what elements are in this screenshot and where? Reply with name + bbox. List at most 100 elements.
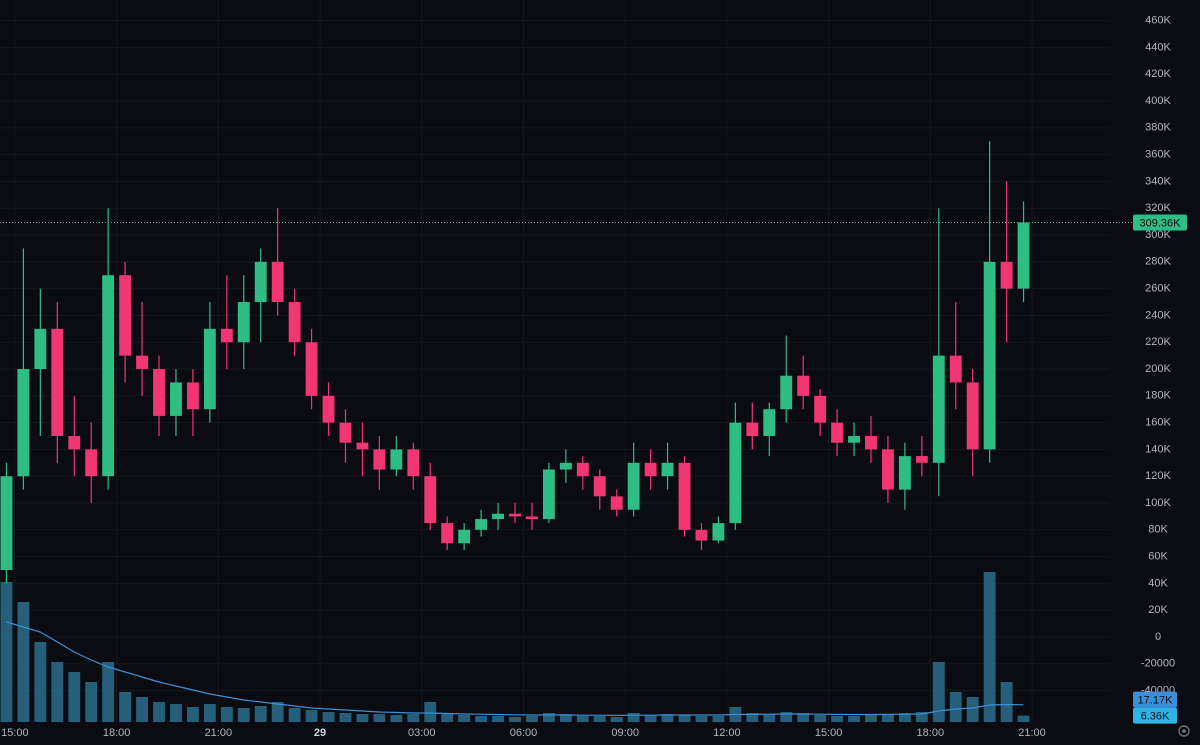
volume-bar (898, 713, 911, 722)
candle-body (610, 496, 623, 510)
y-tick-label: 80K (1148, 524, 1168, 536)
volume-bar (170, 704, 182, 722)
candle-body (322, 395, 335, 423)
x-tick-label: 06:00 (510, 727, 538, 739)
settings-icon[interactable] (1178, 725, 1190, 737)
candle-body (966, 382, 979, 450)
candle-body (0, 476, 13, 571)
volume-bar (305, 710, 318, 722)
candle-body (915, 456, 928, 463)
volume-bar (797, 713, 810, 722)
candle-body (983, 261, 996, 450)
y-tick-label: 140K (1145, 443, 1171, 455)
volume-bar (119, 692, 132, 722)
x-tick-label: 03:00 (408, 727, 436, 739)
volume-bar (627, 713, 640, 722)
candle-body (780, 375, 793, 410)
candle-body (898, 456, 911, 490)
volume-bar (1000, 682, 1013, 722)
candle-body (763, 409, 776, 437)
last-price-label: 309.36K (1140, 217, 1182, 229)
y-tick-label: 300K (1145, 229, 1171, 241)
candle-body (119, 275, 132, 356)
candle-body (932, 355, 945, 463)
y-tick-label: 60K (1148, 551, 1168, 563)
y-tick-label: 340K (1145, 175, 1171, 187)
candles (0, 141, 1132, 584)
y-tick-label: 320K (1145, 202, 1171, 214)
candle-body (288, 302, 301, 343)
candle-body (848, 436, 860, 443)
volume-bar (220, 707, 233, 722)
settings-icon-dot (1182, 729, 1186, 733)
candle-body (170, 382, 182, 416)
candle-body (34, 328, 47, 370)
x-tick-label: 29 (314, 727, 326, 739)
volume-bar (322, 712, 335, 722)
y-tick-label: 20K (1148, 604, 1168, 616)
candle-body (729, 422, 742, 524)
y-tick-label: 440K (1145, 41, 1171, 53)
candle-body (865, 436, 877, 450)
volume-bar (526, 716, 538, 722)
candle-body (949, 355, 962, 383)
y-tick-label: 400K (1145, 95, 1171, 107)
candle-body (593, 476, 606, 497)
candle-body (407, 449, 420, 477)
candle-body (526, 516, 538, 520)
x-tick-label: 12:00 (713, 727, 741, 739)
candle-body (51, 328, 64, 437)
volume-bar (746, 713, 759, 722)
y-tick-label: 0 (1155, 631, 1161, 643)
volume-bar (559, 714, 572, 722)
y-tick-label: 360K (1145, 149, 1171, 161)
volume-bar (85, 682, 98, 722)
candle-body (1000, 261, 1013, 289)
candle-body (509, 513, 521, 517)
volume-bar (610, 717, 623, 722)
y-tick-label: 100K (1145, 497, 1171, 509)
x-tick-label: 18:00 (917, 727, 945, 739)
volume-bar (831, 716, 844, 722)
volume-bar (678, 715, 691, 722)
volume-bar (424, 702, 437, 722)
volume-ma-line (6, 621, 1024, 717)
volume-bar (661, 714, 674, 722)
volume-bar (458, 715, 471, 722)
candle-body (678, 462, 691, 530)
x-tick-label: 15:00 (1, 727, 29, 739)
volume-bar (644, 715, 657, 722)
x-tick-label: 21:00 (205, 727, 233, 739)
candle-body (153, 369, 165, 416)
x-tick-label: 09:00 (611, 727, 639, 739)
candle-body (576, 462, 589, 477)
volume-pane (0, 572, 1030, 722)
candle-body (797, 375, 810, 396)
volume-bar (966, 697, 979, 722)
y-tick-label: 180K (1145, 390, 1171, 402)
candle-body (1017, 222, 1030, 289)
volume-bar (542, 713, 555, 722)
candle-body (102, 275, 115, 477)
volume-bar (288, 708, 301, 722)
candle-body (339, 422, 352, 443)
candle-body (831, 422, 844, 443)
volume-bar (492, 716, 504, 722)
candle-body (441, 523, 454, 544)
volume-bar (186, 707, 199, 722)
y-tick-label: -20000 (1141, 658, 1175, 670)
volume-bar (983, 572, 996, 722)
candle-body (390, 449, 403, 470)
volume-tag (1133, 691, 1177, 708)
volume-bar (237, 708, 250, 722)
candle-body (814, 395, 827, 423)
volume-bar (695, 716, 708, 722)
candle-body (695, 529, 708, 541)
x-tick-label: 18:00 (103, 727, 131, 739)
x-tick-label: 15:00 (815, 727, 843, 739)
candle-body (271, 261, 284, 303)
candle-body (254, 261, 267, 303)
volume-bar (848, 716, 860, 722)
